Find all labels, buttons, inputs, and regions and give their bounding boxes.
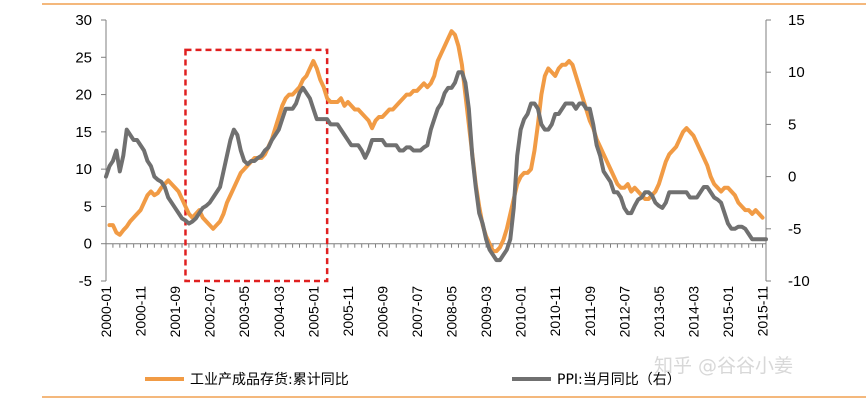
- watermark: 知乎 @谷谷小姜: [654, 355, 793, 377]
- x-tick-label: 2015-01: [720, 286, 736, 338]
- x-tick-label: 2011-09: [582, 286, 598, 337]
- x-tick-label: 2007-07: [409, 286, 425, 338]
- legend-label-inventory: 工业产成品存货:累计同比: [190, 371, 349, 388]
- y-left-tick-label: 15: [75, 124, 92, 141]
- x-tick-label: 2015-11: [755, 286, 771, 337]
- y-right-tick-label: 5: [788, 116, 796, 133]
- y-right-tick-label: -10: [788, 273, 810, 290]
- series-line-inventory: [107, 29, 765, 254]
- x-tick-label: 2000-01: [98, 286, 114, 338]
- y-left-tick-label: 10: [75, 161, 92, 178]
- x-tick-label: 2001-09: [167, 286, 183, 338]
- series-layer: [104, 29, 768, 263]
- y-right-tick-label: 15: [788, 12, 805, 29]
- y-left-tick-label: 30: [75, 12, 92, 29]
- y-left-tick-label: 20: [75, 87, 92, 104]
- x-tick-label: 2003-05: [236, 286, 252, 338]
- y-right-tick-label: -5: [788, 221, 801, 238]
- y-left-tick-label: -5: [79, 273, 92, 290]
- y-left-tick-label: 25: [75, 49, 92, 66]
- y-right-tick-label: 10: [788, 64, 805, 81]
- highlight-box-layer: [184, 48, 329, 283]
- x-tick-label: 2009-03: [478, 286, 494, 338]
- x-tick-label: 2002-07: [202, 286, 218, 338]
- x-tick-label: 2010-11: [547, 286, 563, 337]
- x-tick-label: 2008-05: [444, 286, 460, 338]
- x-tick-label: 2000-11: [133, 286, 149, 337]
- x-tick-label: 2014-03: [685, 286, 701, 338]
- x-tick-label: 2012-07: [616, 286, 632, 338]
- y-left-tick-label: 5: [84, 198, 92, 215]
- highlight-box: [184, 48, 329, 283]
- legend-label-ppi: PPI:当月同比（右）: [557, 372, 681, 388]
- x-tick-label: 2010-01: [513, 286, 529, 338]
- x-tick-label: 2005-01: [305, 286, 321, 338]
- y-right-tick-label: 0: [788, 169, 796, 186]
- series-line-ppi: [104, 70, 768, 263]
- x-tick-label: 2004-03: [271, 286, 287, 338]
- x-tick-label: 2005-11: [340, 286, 356, 337]
- x-tick-label: 2006-09: [374, 286, 390, 338]
- legend: 工业产成品存货:累计同比 PPI:当月同比（右）: [145, 371, 681, 388]
- y-left-tick-label: 0: [84, 236, 92, 253]
- axes: 30 25 20 15 10 5 0 -5 15 10 5 0 -5 -10 2000-01 2000-11 2…: [75, 12, 809, 337]
- x-tick-label: 2013-05: [651, 286, 667, 338]
